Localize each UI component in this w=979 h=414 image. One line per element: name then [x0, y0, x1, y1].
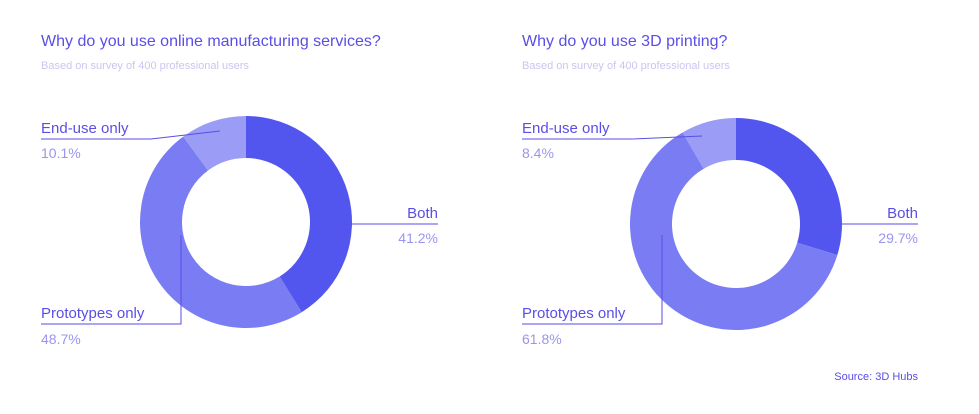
chart-1-label-prototypes: Prototypes only [41, 305, 145, 322]
chart-1-slice-prototypes-only [139, 136, 302, 329]
chart-2-donut [630, 118, 842, 330]
chart-1-subtitle: Based on survey of 400 professional user… [41, 60, 249, 72]
chart-1-leader-end-use [41, 130, 221, 140]
chart-1-pct-prototypes: 48.7% [41, 331, 81, 347]
chart-2-pct-both: 29.7% [878, 230, 918, 246]
chart-1-donut [139, 116, 353, 329]
chart-1-pct-end-use: 10.1% [41, 145, 81, 161]
chart-2-slice-prototypes-only [630, 132, 838, 330]
chart-2-label-both: Both [887, 205, 918, 222]
chart-2-pct-end-use: 8.4% [522, 145, 554, 161]
chart-1-label-both: Both [407, 205, 438, 222]
chart-1-pct-both: 41.2% [398, 230, 438, 246]
chart-1-label-end-use: End-use only [41, 120, 129, 137]
source-note: Source: 3D Hubs [834, 371, 918, 383]
chart-2-slice-end-use-only [682, 118, 736, 169]
chart-2-slice-both [736, 118, 842, 256]
chart-2-leader-prototypes [522, 235, 663, 325]
chart-2-leader-end-use [522, 135, 703, 140]
chart-2-subtitle: Based on survey of 400 professional user… [522, 60, 730, 72]
chart-1: Why do you use online manufacturing serv… [41, 33, 438, 347]
chart-1-leader-prototypes [41, 235, 182, 325]
chart-1-slice-end-use-only [183, 116, 246, 171]
chart-2-label-end-use: End-use only [522, 120, 610, 137]
chart-2-title: Why do you use 3D printing? [522, 33, 728, 50]
chart-1-title: Why do you use online manufacturing serv… [41, 33, 381, 50]
chart-2-pct-prototypes: 61.8% [522, 331, 562, 347]
chart-2-label-prototypes: Prototypes only [522, 305, 626, 322]
chart-2: Why do you use 3D printing? Based on sur… [522, 33, 918, 347]
chart-1-slice-both [246, 116, 353, 313]
